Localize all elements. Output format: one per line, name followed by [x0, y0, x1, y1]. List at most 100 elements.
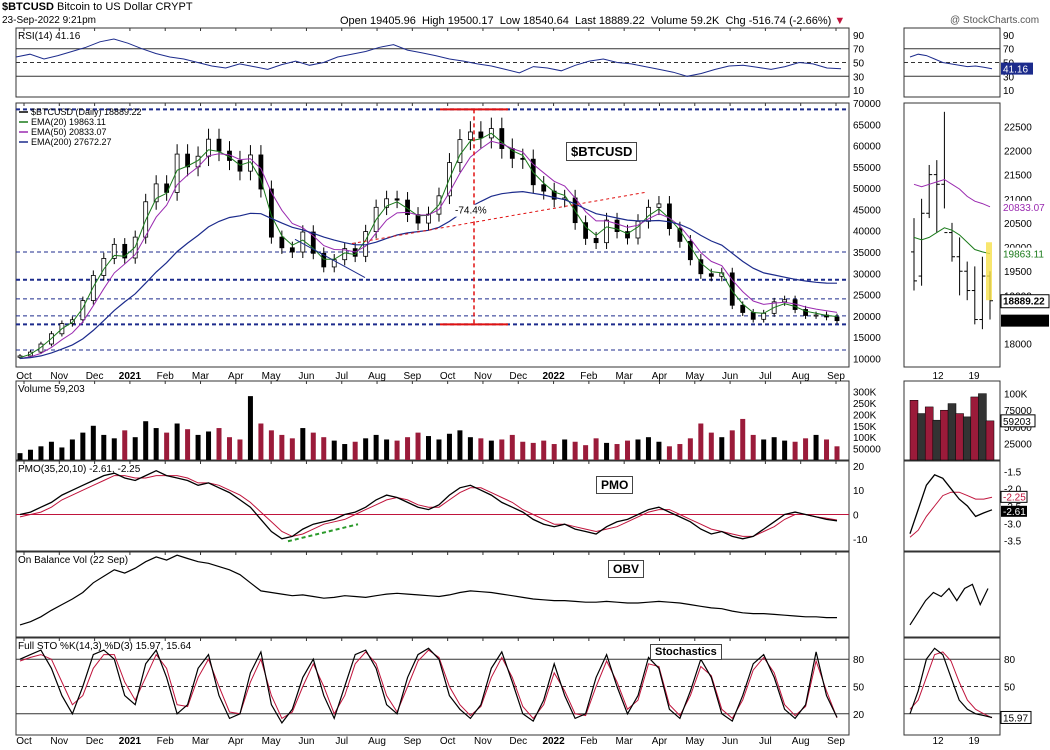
candle-body: [677, 228, 683, 242]
low-label: Low: [499, 15, 520, 27]
drawdown-label: -74.4%: [455, 206, 487, 217]
price-y-tick: 40000: [853, 227, 881, 238]
volume-bar: [48, 441, 54, 460]
side-volume-last: 59203: [1003, 417, 1031, 428]
side-pmo-y-tick: -2.0: [1004, 485, 1022, 496]
volume-bar: [656, 441, 662, 460]
price-y-tick: 55000: [853, 163, 881, 174]
candle-body: [604, 219, 609, 244]
volume-bar: [226, 437, 232, 460]
volume-bar: [530, 442, 536, 460]
volume-y-tick: 250K: [853, 399, 877, 410]
x-tick-label-bottom: Aug: [368, 736, 386, 747]
candle-body: [153, 183, 159, 203]
side-price-y-tick: 22500: [1004, 122, 1032, 133]
volume-bar: [698, 423, 704, 460]
volume-bar: [446, 433, 452, 460]
x-tick-label-bottom: May: [685, 736, 704, 747]
side-rsi-y-tick: 30: [1003, 72, 1015, 83]
side-volume-y-tick: 25000: [1004, 439, 1032, 450]
side-sto-y-tick: 80: [1004, 655, 1016, 666]
x-tick-label-bottom: May: [262, 736, 281, 747]
side-x-tick-bottom: 12: [932, 736, 944, 747]
volume-bar: [625, 440, 631, 460]
rsi-y-tick: 50: [853, 59, 865, 70]
volume-bar: [813, 434, 819, 460]
side-sto-last-box: [1000, 710, 1032, 724]
x-tick-label-bottom: Aug: [792, 736, 810, 747]
side-sto-y-tick: 50: [1004, 683, 1016, 694]
x-tick-label-top: Jun: [722, 371, 738, 382]
x-tick-label-top: May: [685, 371, 704, 382]
volume-bar: [38, 446, 44, 460]
volume-bar: [604, 442, 610, 460]
volume-bar: [719, 437, 725, 460]
candle-body: [174, 153, 180, 193]
candle-body: [729, 272, 735, 306]
drawdown-label-bg: [452, 204, 490, 217]
volume-bar: [164, 432, 170, 460]
side-rsi-y-tick: 10: [1003, 86, 1015, 97]
volume-bar: [206, 431, 212, 460]
candle-body: [310, 231, 316, 254]
side-volume-bar: [955, 413, 964, 461]
candle-body: [132, 236, 138, 259]
volume-y-tick: 300K: [853, 388, 877, 399]
candle-body: [499, 128, 505, 149]
volume-bar: [467, 437, 473, 460]
timestamp: 23-Sep-2022 9:21pm: [2, 15, 96, 26]
volume-bar: [394, 440, 400, 460]
x-tick-label-bottom: Oct: [16, 736, 32, 747]
candle-body: [279, 236, 285, 249]
x-tick-label-top: Feb: [157, 371, 175, 382]
candle-body: [206, 138, 211, 157]
sto-legend: Full STO %K(14,3) %D(3) 15.97, 15.64: [18, 641, 192, 652]
x-tick-label-bottom: Sep: [827, 736, 845, 747]
x-tick-label-top: Oct: [16, 371, 32, 382]
volume-bar: [216, 428, 222, 460]
last-label: Last: [574, 15, 596, 27]
candle-body: [90, 275, 96, 301]
x-tick-label-bottom: Oct: [440, 736, 456, 747]
volume-bar: [373, 434, 379, 460]
volume-bar: [363, 438, 369, 460]
side-price-y-tick: 19500: [1004, 267, 1032, 278]
candle-body: [457, 139, 463, 164]
side-volume-bar: [947, 403, 957, 461]
symbol-name: Bitcoin to US Dollar: [57, 1, 153, 13]
side-price-y-tick: 21000: [1004, 195, 1032, 206]
high-label: High: [422, 15, 445, 27]
title-bar: $BTCUSD Bitcoin to US Dollar CRYPT: [2, 1, 193, 13]
x-tick-label-top: Apr: [228, 371, 244, 382]
side-pmo-signal-box: [1000, 490, 1028, 503]
candle-body: [237, 160, 243, 172]
volume-bar: [729, 430, 735, 460]
candle-body: [551, 190, 557, 200]
volume-bar: [593, 438, 599, 460]
volume-bar: [300, 428, 306, 460]
rsi-y-tick: 30: [853, 72, 865, 83]
sto-y-tick: 80: [853, 655, 865, 666]
x-tick-label-top: Nov: [474, 371, 492, 382]
open-value: 19405.96: [369, 15, 416, 27]
price-y-tick: 20000: [853, 312, 881, 323]
volume-bar: [59, 447, 65, 460]
rsi-last-value-box: [1001, 62, 1033, 75]
side-volume-bar: [985, 420, 995, 461]
candle-body: [813, 314, 819, 317]
volume-bar: [677, 444, 683, 460]
price-y-tick: 60000: [853, 142, 881, 153]
rsi-y-tick: 10: [853, 86, 865, 97]
volume-bar: [583, 445, 589, 460]
volume-y-tick: 150K: [853, 422, 877, 433]
price-legend-entry: EMA(200) 27672.27: [31, 137, 112, 147]
trendline-blue: [294, 238, 366, 279]
x-tick-label-bottom: Sep: [403, 736, 421, 747]
volume-legend: Volume 59,203: [18, 384, 85, 395]
side-sto-k-line: [909, 647, 993, 719]
x-tick-label-top: Dec: [509, 371, 527, 382]
candle-body: [761, 312, 767, 320]
volume-bar: [572, 441, 578, 460]
volume-bar: [279, 434, 285, 460]
obv-legend: On Balance Vol (22 Sep): [18, 555, 128, 566]
